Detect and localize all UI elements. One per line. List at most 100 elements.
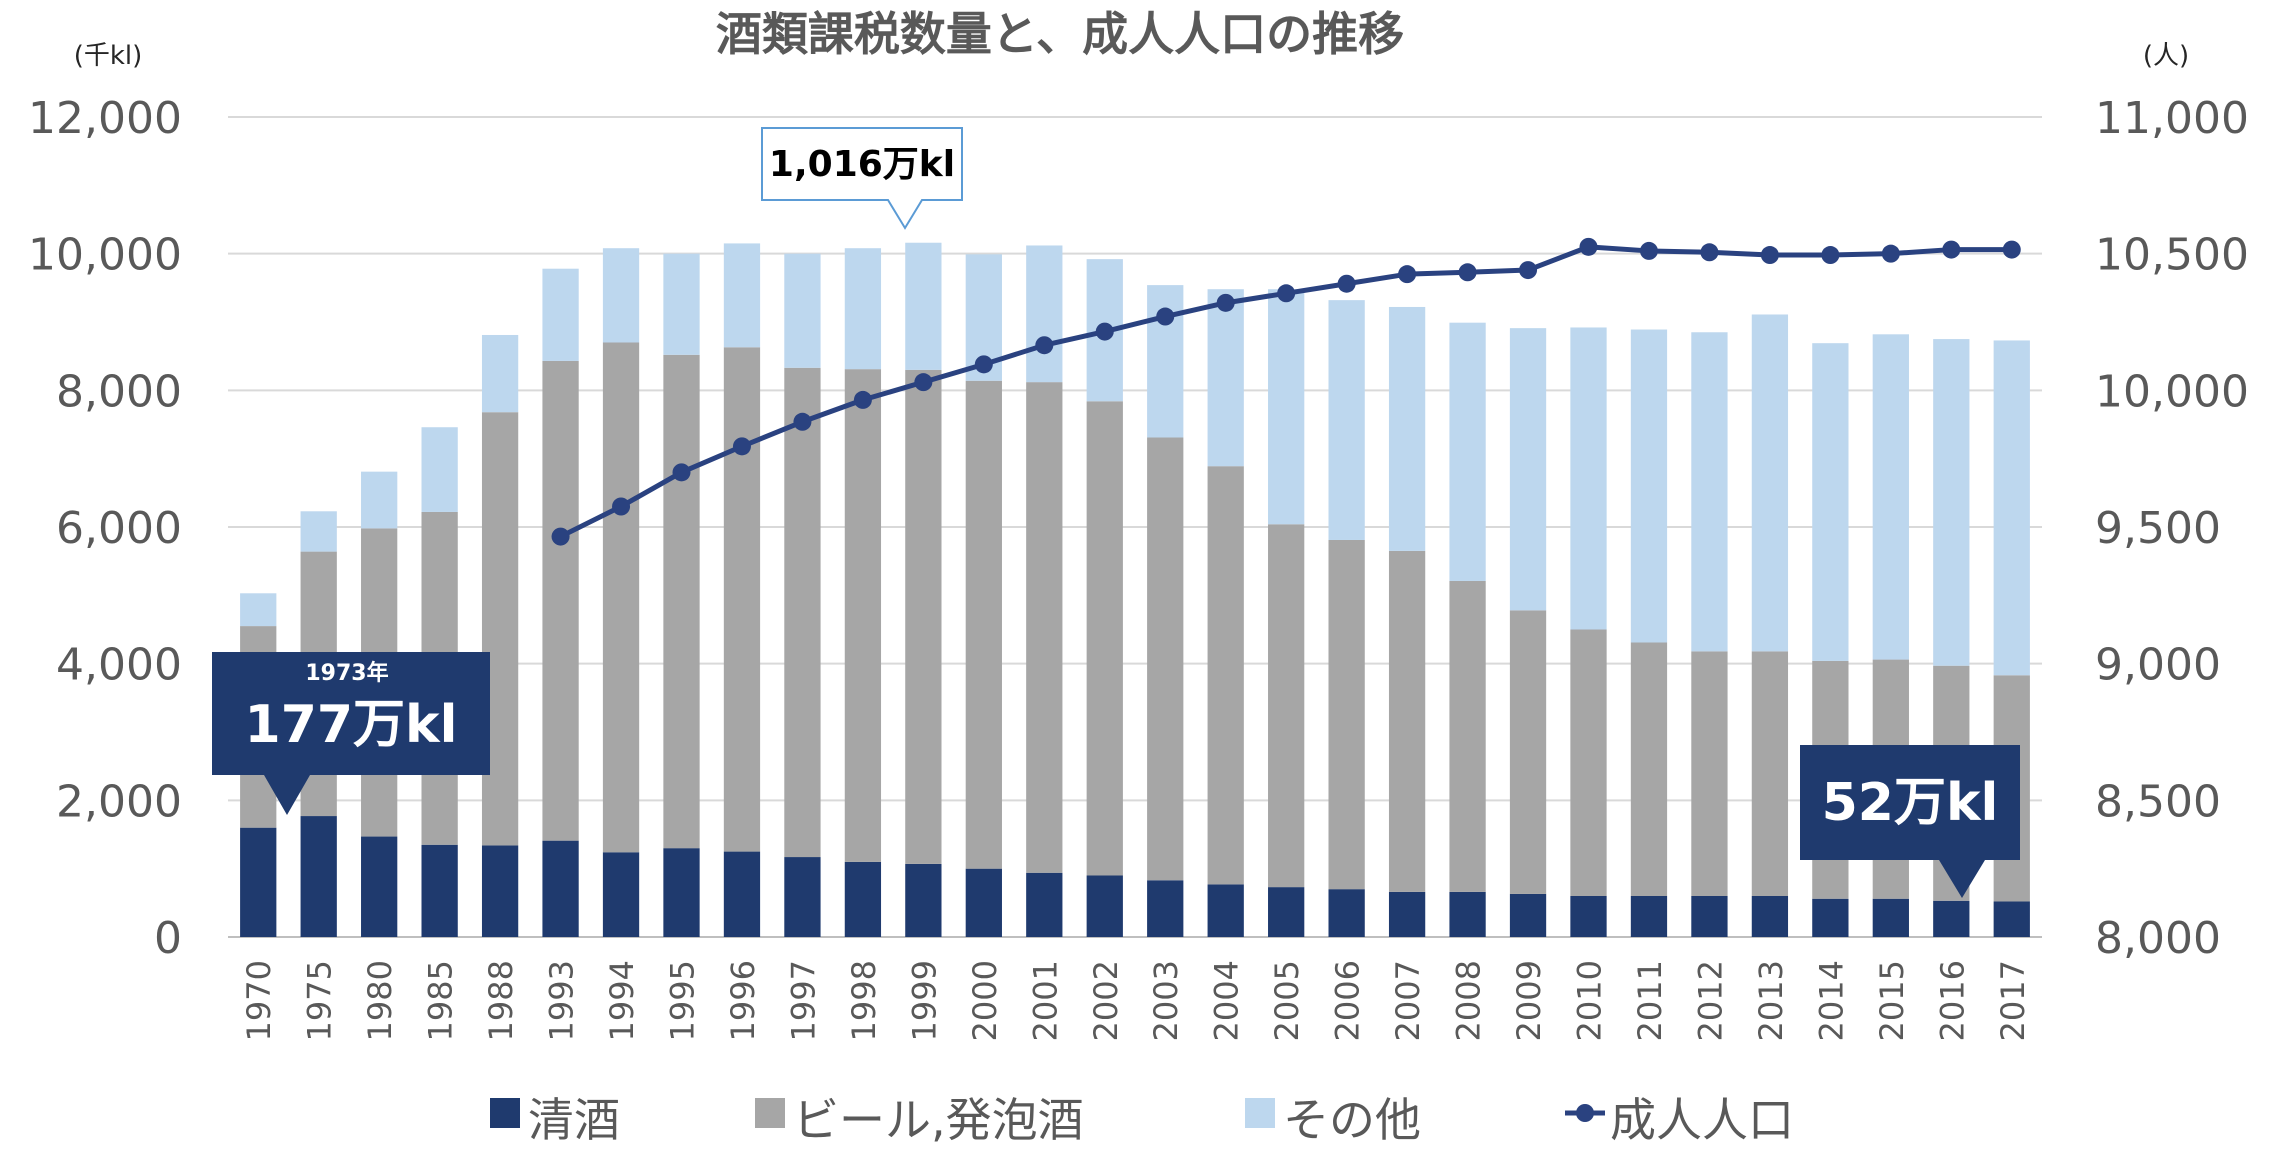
- bar-2-2014: [1812, 343, 1849, 661]
- bar-2-2015: [1872, 334, 1909, 660]
- chart-title: 酒類課税数量と、成人人口の推移: [716, 7, 1404, 61]
- bar-0-2005: [1268, 887, 1305, 937]
- bar-0-1995: [663, 848, 700, 937]
- left-tick-label: 12,000: [28, 93, 182, 144]
- bar-1-2012: [1691, 651, 1728, 896]
- bar-1-1998: [844, 369, 882, 862]
- bar-series: [240, 242, 2030, 937]
- population-point: [732, 437, 751, 456]
- x-tick-label: 2013: [1752, 960, 1790, 1041]
- left-tick-label: 2,000: [56, 776, 182, 827]
- legend-swatch-beer: [755, 1098, 785, 1128]
- bar-2-2008: [1449, 322, 1486, 581]
- population-point: [1156, 307, 1175, 326]
- bar-1-1996: [723, 347, 761, 852]
- population-point: [551, 527, 570, 546]
- legend-label-sake: 清酒: [528, 1093, 620, 1147]
- left-tick-label: 8,000: [56, 366, 182, 417]
- x-tick-label: 1994: [603, 960, 641, 1041]
- x-tick-label: 2008: [1450, 960, 1488, 1041]
- x-tick-label: 1997: [784, 960, 822, 1041]
- bar-0-2004: [1207, 884, 1244, 937]
- population-point: [1760, 246, 1779, 265]
- bar-0-2016: [1933, 900, 1970, 937]
- annotation-1973: 1973年 177万kl: [212, 652, 490, 815]
- annotation-1999-box: [761, 127, 963, 230]
- bar-1-2000: [965, 380, 1002, 869]
- bar-1-2008: [1449, 580, 1486, 892]
- x-tick-label: 2003: [1147, 960, 1185, 1041]
- legend-marker-population: [1576, 1104, 1594, 1122]
- bar-0-1996: [723, 851, 761, 937]
- population-point: [1700, 243, 1719, 262]
- population-point: [853, 390, 872, 409]
- bar-2-1970: [240, 593, 277, 627]
- bar-0-2013: [1751, 896, 1789, 937]
- x-tick-label: 2014: [1812, 960, 1850, 1041]
- bar-1-2013: [1751, 651, 1789, 896]
- bar-1-2001: [1026, 382, 1063, 873]
- annotation-2017-line1: 52万kl: [1822, 773, 1999, 833]
- left-axis-unit: (千kl): [74, 41, 143, 71]
- bar-2-2004: [1207, 289, 1244, 467]
- population-point: [793, 412, 812, 431]
- population-point: [1881, 244, 1900, 263]
- population-point: [612, 497, 631, 516]
- population-point: [1277, 284, 1296, 303]
- right-tick-label: 8,500: [2095, 776, 2221, 827]
- bar-1-2011: [1630, 642, 1668, 896]
- legend-label-population: 成人人口: [1610, 1093, 1794, 1147]
- bar-1-2005: [1268, 524, 1305, 888]
- bar-2-2017: [1993, 340, 2030, 676]
- bar-2-2005: [1268, 289, 1305, 525]
- legend-swatch-other: [1245, 1098, 1275, 1128]
- right-tick-label: 10,500: [2095, 230, 2249, 281]
- bar-0-2017: [1993, 901, 2030, 937]
- bar-0-2015: [1872, 898, 1909, 937]
- annotation-1999-line1: 1,016万kl: [769, 144, 955, 185]
- annotation-2017: 52万kl: [1800, 745, 2220, 898]
- x-tick-label: 1975: [301, 960, 339, 1041]
- bar-2-1975: [300, 511, 337, 552]
- annotation-2017-callout: [1800, 745, 2220, 898]
- x-tick-label: 2007: [1389, 960, 1427, 1041]
- population-point: [1579, 237, 1598, 256]
- right-tick-label: 10,000: [2095, 366, 2249, 417]
- bar-1-2004: [1207, 466, 1244, 885]
- population-point: [1035, 336, 1054, 355]
- x-tick-label: 1980: [361, 960, 399, 1041]
- x-tick-label: 1988: [482, 960, 520, 1041]
- bar-0-1985: [421, 844, 458, 937]
- line-series: [551, 237, 2021, 546]
- left-axis-ticks: 0 2,000 4,000 6,000 8,000 10,000 12,000: [28, 93, 182, 964]
- x-tick-label: 2017: [1994, 960, 2032, 1041]
- bar-2-1999: [905, 242, 942, 370]
- x-tick-label: 2016: [1933, 960, 1971, 1041]
- annotation-1999: 1,016万kl: [761, 127, 963, 230]
- bar-2-2007: [1388, 306, 1426, 551]
- population-point: [914, 373, 933, 392]
- x-tick-label: 1993: [543, 960, 581, 1041]
- population-point: [974, 355, 993, 374]
- legend-swatch-sake: [490, 1098, 520, 1128]
- bar-2-1988: [481, 334, 519, 413]
- bar-1-1997: [784, 367, 821, 858]
- bar-0-2010: [1570, 896, 1607, 937]
- population-point: [1337, 274, 1356, 293]
- bar-0-2006: [1328, 889, 1365, 937]
- x-tick-label: 1996: [724, 960, 762, 1041]
- left-tick-label: 4,000: [56, 640, 182, 691]
- x-tick-label: 2002: [1087, 960, 1125, 1041]
- bar-2-1980: [361, 471, 398, 529]
- population-point: [2002, 240, 2021, 259]
- gridlines: [228, 116, 2042, 938]
- left-tick-label: 10,000: [28, 230, 182, 281]
- legend-label-beer: ビール,発泡酒: [793, 1093, 1084, 1147]
- bar-2-2001: [1026, 245, 1063, 383]
- bar-0-1993: [542, 840, 579, 937]
- annotation-1973-box: [212, 652, 490, 815]
- bar-0-1988: [481, 845, 519, 937]
- bar-2-1985: [421, 427, 458, 512]
- bar-1-2010: [1570, 629, 1607, 896]
